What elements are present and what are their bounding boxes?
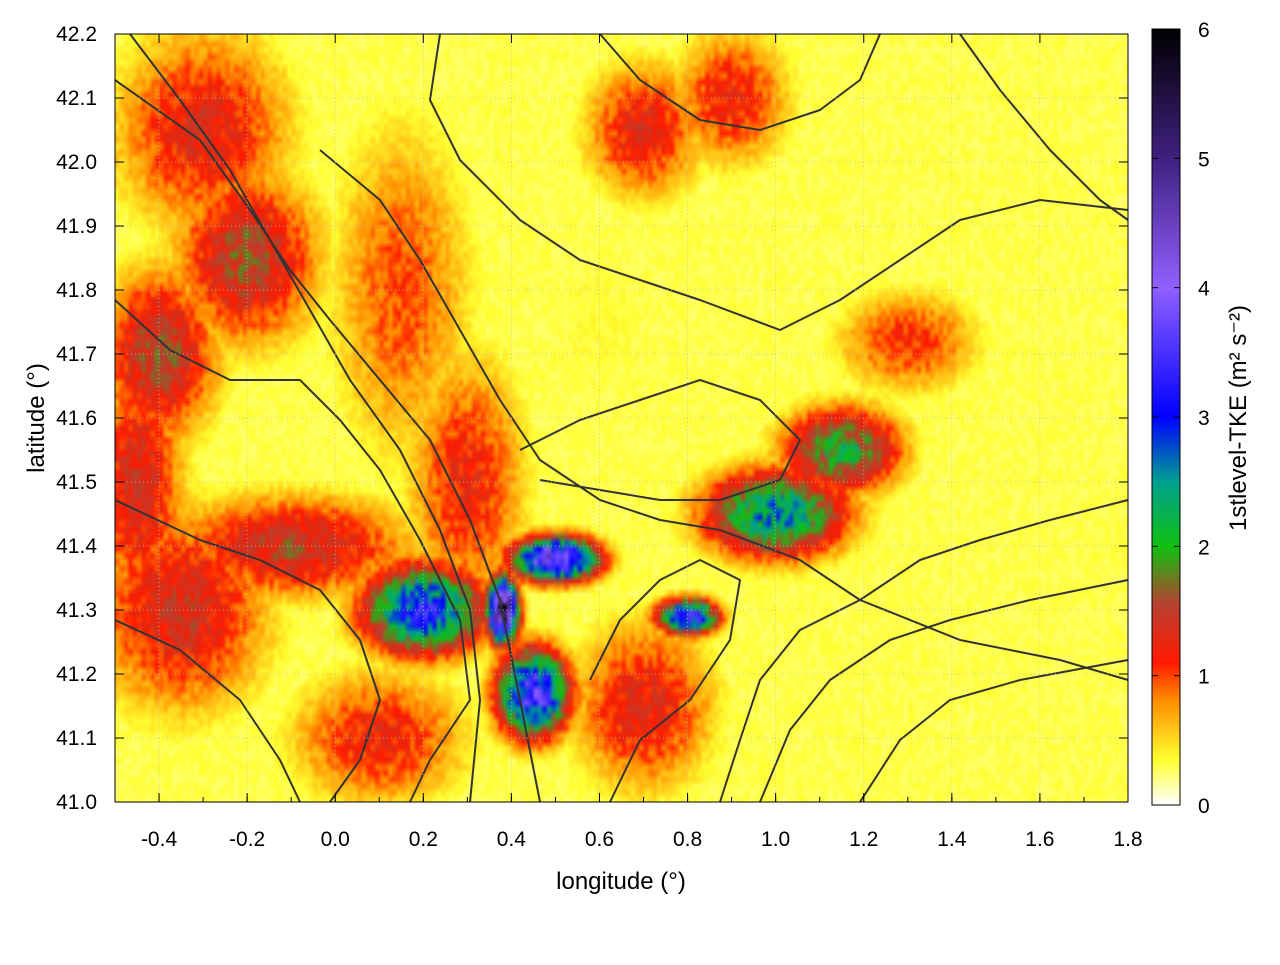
y-tick-label: 41.1 xyxy=(56,727,97,750)
y-axis: 41.0 41.1 41.2 41.3 41.4 41.5 41.6 41.7 41.8 41.9… xyxy=(56,23,1128,814)
y-tick-label: 41.6 xyxy=(56,407,97,430)
contour-line xyxy=(114,619,301,803)
contour-line xyxy=(859,659,1129,803)
contour-line xyxy=(319,149,1129,681)
x-tick-label: 1.0 xyxy=(761,828,790,851)
y-tick-label: 41.5 xyxy=(56,471,97,494)
colorbar-tick-label: 1 xyxy=(1198,666,1210,689)
colorbar-tick-label: 6 xyxy=(1198,19,1210,42)
contour-line xyxy=(599,33,881,131)
terrain-contours xyxy=(114,33,1129,803)
y-tick-label: 42.0 xyxy=(56,151,97,174)
x-tick-label: 0.2 xyxy=(409,828,438,851)
contour-line xyxy=(129,33,481,803)
x-tick-label: 0.8 xyxy=(673,828,702,851)
y-tick-label: 42.1 xyxy=(56,87,97,110)
contour-line xyxy=(519,379,801,501)
contour-line xyxy=(589,559,741,803)
colorbar-axis: 0 1 2 3 4 5 6 xyxy=(1152,19,1210,818)
x-tick-label: -0.2 xyxy=(229,828,265,851)
colorbar-tick-label: 4 xyxy=(1198,278,1210,301)
contour-line xyxy=(759,579,1129,803)
x-tick-label: 1.2 xyxy=(849,828,878,851)
heatmap-image xyxy=(115,34,1128,802)
y-tick-label: 41.0 xyxy=(56,791,97,814)
x-axis: -0.4 -0.2 0.0 0.2 0.4 0.6 0.8 1.0 1.2 1.4 1.6 1.8 xyxy=(114,34,1143,851)
colorbar-tick-label: 0 xyxy=(1198,795,1210,818)
y-tick-label: 41.2 xyxy=(56,663,97,686)
contour-line xyxy=(719,499,1129,803)
x-axis-label: longitude (°) xyxy=(556,868,686,895)
contour-line xyxy=(114,499,381,803)
y-tick-label: 41.4 xyxy=(56,535,97,558)
heatmap-field xyxy=(115,34,1128,802)
x-tick-label: 1.4 xyxy=(937,828,967,851)
y-tick-label: 42.2 xyxy=(56,23,97,46)
colorbar-tick-label: 5 xyxy=(1198,148,1210,171)
x-tick-label: 1.6 xyxy=(1025,828,1054,851)
x-tick-label: 0.4 xyxy=(497,828,527,851)
contour-line xyxy=(429,33,1129,331)
contour-line xyxy=(114,299,471,803)
contour-line xyxy=(114,79,541,803)
colorbar-tick-label: 2 xyxy=(1198,536,1210,559)
y-tick-label: 41.9 xyxy=(56,215,97,238)
x-tick-label: -0.4 xyxy=(141,828,178,851)
y-tick-label: 41.7 xyxy=(56,343,97,366)
colorbar-tick-label: 3 xyxy=(1198,407,1210,430)
x-tick-label: 0.0 xyxy=(321,828,350,851)
contour-line xyxy=(959,33,1129,221)
x-tick-label: 0.6 xyxy=(585,828,614,851)
y-tick-label: 41.8 xyxy=(56,279,97,302)
y-tick-label: 41.3 xyxy=(56,599,97,622)
x-tick-label: 1.8 xyxy=(1113,828,1142,851)
y-axis-label: latitude (°) xyxy=(23,363,50,473)
colorbar-label: 1stlevel-TKE (m² s⁻²) xyxy=(1225,305,1252,531)
